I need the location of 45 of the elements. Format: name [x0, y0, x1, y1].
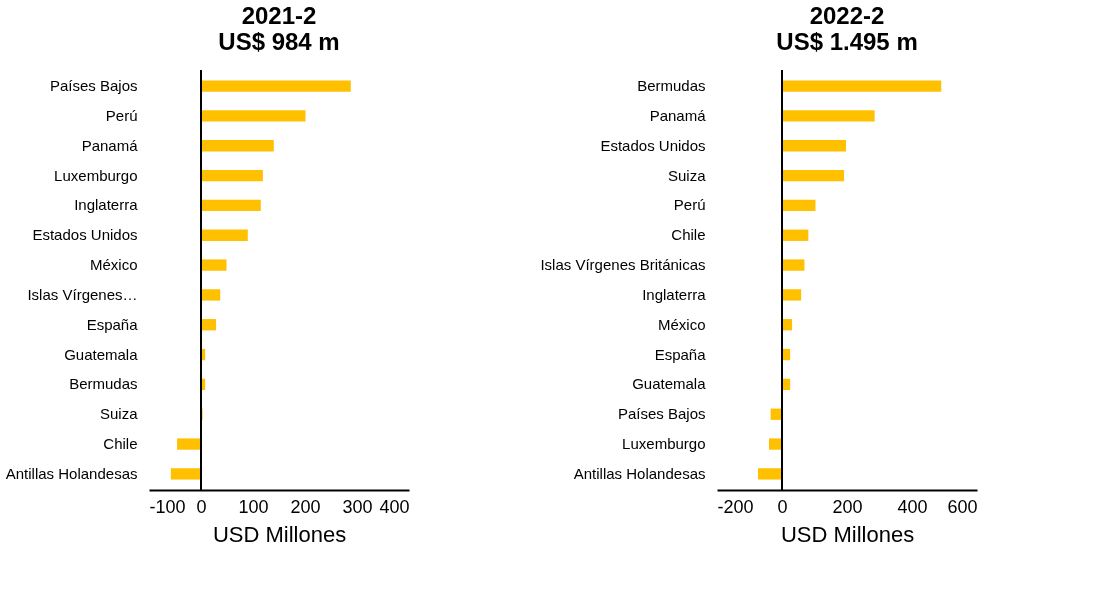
y-tick-label: Chile — [103, 435, 138, 453]
x-tick-label: 0 — [777, 496, 788, 517]
chart-subtitle: US$ 1.495 m — [776, 28, 918, 55]
y-tick-label: Islas Vírgenes Británicas — [540, 256, 706, 274]
y-tick-label: Suiza — [99, 405, 139, 423]
x-tick-label: 0 — [196, 496, 207, 517]
y-tick-label: Luxemburgo — [622, 435, 706, 453]
y-tick-label: Panamá — [81, 136, 139, 154]
chart-subtitle: US$ 984 m — [218, 28, 340, 55]
y-tick-label: Perú — [105, 106, 138, 124]
y-tick-label: Luxemburgo — [54, 166, 138, 184]
y-tick-label: Islas Vírgenes… — [27, 285, 138, 303]
y-tick-label: Países Bajos — [617, 405, 706, 423]
y-tick-label: Antillas Holandesas — [5, 464, 138, 482]
x-tick-label: 100 — [238, 496, 269, 517]
y-tick-label: Perú — [673, 196, 706, 214]
y-tick-label: España — [654, 345, 707, 363]
x-tick-label: -100 — [149, 496, 186, 517]
x-tick-label: 200 — [832, 496, 863, 517]
chart-title: 2022-2 — [809, 2, 885, 29]
y-tick-label: México — [89, 256, 138, 274]
y-tick-label: Inglaterra — [642, 285, 707, 303]
x-axis-title: USD Millones — [212, 521, 347, 547]
y-tick-label: Guatemala — [632, 375, 707, 393]
chart-title: 2021-2 — [241, 2, 317, 29]
y-tick-label: Suiza — [667, 166, 707, 184]
y-tick-label: Estados Unidos — [32, 226, 138, 244]
x-tick-label: 300 — [342, 496, 373, 517]
y-tick-label: Antillas Holandesas — [573, 464, 706, 482]
y-tick-label: Bermudas — [637, 77, 706, 95]
x-tick-label: 600 — [947, 496, 978, 517]
x-tick-label: 400 — [379, 496, 410, 517]
y-tick-label: Inglaterra — [74, 196, 139, 214]
y-tick-label: Estados Unidos — [600, 136, 706, 154]
y-tick-label: España — [86, 315, 139, 333]
y-tick-label: Guatemala — [64, 345, 139, 363]
x-tick-label: 200 — [290, 496, 321, 517]
x-tick-label: 400 — [897, 496, 928, 517]
y-tick-label: Chile — [671, 226, 706, 244]
y-tick-label: Países Bajos — [49, 77, 138, 95]
x-tick-label: -200 — [717, 496, 754, 517]
x-axis-title: USD Millones — [780, 521, 915, 547]
y-tick-label: México — [657, 315, 706, 333]
y-tick-label: Bermudas — [69, 375, 138, 393]
y-tick-label: Panamá — [649, 106, 707, 124]
